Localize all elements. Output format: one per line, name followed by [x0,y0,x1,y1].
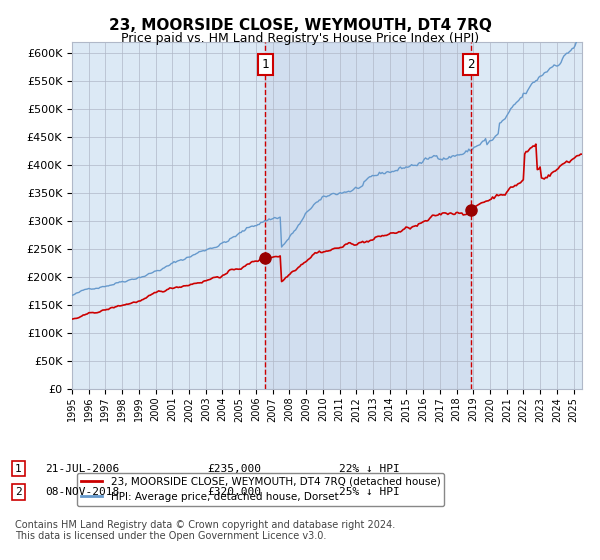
Text: 21-JUL-2006: 21-JUL-2006 [45,464,119,474]
Bar [265,42,471,389]
Text: 1: 1 [262,58,269,71]
Text: Contains HM Land Registry data © Crown copyright and database right 2024.
This d: Contains HM Land Registry data © Crown c… [15,520,395,542]
Text: 1: 1 [15,464,22,474]
Text: £235,000: £235,000 [207,464,261,474]
Text: 2: 2 [467,58,475,71]
Legend: 23, MOORSIDE CLOSE, WEYMOUTH, DT4 7RQ (detached house), HPI: Average price, deta: 23, MOORSIDE CLOSE, WEYMOUTH, DT4 7RQ (d… [77,473,445,506]
Text: Price paid vs. HM Land Registry's House Price Index (HPI): Price paid vs. HM Land Registry's House … [121,32,479,45]
Text: £320,000: £320,000 [207,487,261,497]
Text: 23, MOORSIDE CLOSE, WEYMOUTH, DT4 7RQ: 23, MOORSIDE CLOSE, WEYMOUTH, DT4 7RQ [109,18,491,33]
Text: 25% ↓ HPI: 25% ↓ HPI [339,487,400,497]
Text: 08-NOV-2018: 08-NOV-2018 [45,487,119,497]
Text: 2: 2 [15,487,22,497]
Text: 22% ↓ HPI: 22% ↓ HPI [339,464,400,474]
